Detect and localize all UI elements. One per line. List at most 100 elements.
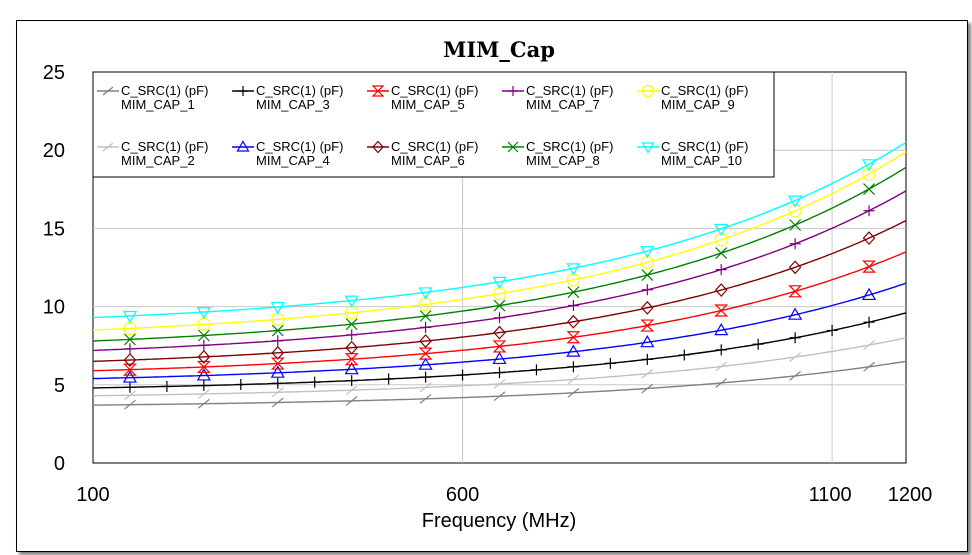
marker — [566, 344, 581, 357]
marker — [714, 322, 729, 336]
marker — [826, 324, 838, 336]
x-tick-label: 600 — [446, 484, 479, 506]
marker — [789, 370, 802, 381]
series-mim_cap_6 — [92, 219, 907, 367]
marker — [309, 376, 321, 388]
legend-item-mim_cap_9: C_SRC(1) (pF)MIM_CAP_9 — [637, 83, 748, 112]
marker — [715, 264, 727, 276]
marker — [752, 338, 764, 350]
series-mim_cap_4 — [93, 282, 907, 383]
x-tick-label: 100 — [76, 484, 109, 506]
marker — [235, 379, 247, 391]
legend-label-line2: MIM_CAP_2 — [121, 153, 195, 168]
marker — [345, 385, 358, 396]
legend: C_SRC(1) (pF)MIM_CAP_1C_SRC(1) (pF)MIM_C… — [92, 71, 775, 178]
legend-label-line2: MIM_CAP_5 — [391, 97, 465, 112]
y-tick-label: 25 — [43, 62, 65, 84]
marker — [788, 285, 803, 298]
marker — [344, 362, 359, 375]
y-tick-label: 10 — [43, 297, 65, 319]
series-lines — [92, 141, 907, 410]
chart-title: MIM_Cap — [443, 37, 555, 62]
x-tick-label: 1100 — [809, 484, 852, 506]
marker — [788, 307, 803, 320]
marker — [715, 247, 728, 260]
series-mim_cap_1 — [93, 360, 907, 410]
legend-label-line2: MIM_CAP_6 — [391, 153, 465, 168]
marker — [419, 393, 432, 404]
marker — [567, 374, 580, 385]
series-mim_cap_7 — [92, 190, 907, 355]
legend-box — [92, 71, 775, 178]
marker — [102, 142, 114, 152]
marker — [861, 159, 877, 172]
marker — [345, 396, 358, 406]
marker — [493, 325, 506, 340]
legend-label-line1: C_SRC(1) (pF) — [661, 83, 748, 98]
marker — [236, 140, 250, 152]
legend-label-line2: MIM_CAP_1 — [121, 97, 195, 112]
series-line — [93, 282, 907, 380]
marker — [567, 314, 580, 329]
legend-item-mim_cap_1: C_SRC(1) (pF)MIM_CAP_1 — [97, 83, 208, 112]
marker — [863, 205, 875, 217]
marker — [418, 347, 433, 360]
series-mim_cap_3 — [93, 312, 907, 393]
marker — [788, 195, 803, 208]
series-mim_cap_2 — [93, 337, 907, 401]
legend-label-line2: MIM_CAP_10 — [661, 153, 742, 168]
marker — [419, 310, 432, 322]
marker — [566, 331, 581, 344]
marker — [198, 339, 210, 351]
legend-item-mim_cap_8: C_SRC(1) (pF)MIM_CAP_8 — [502, 139, 613, 168]
legend-item-mim_cap_2: C_SRC(1) (pF)MIM_CAP_2 — [97, 139, 208, 168]
legend-label-line1: C_SRC(1) (pF) — [256, 139, 343, 154]
legend-item-mim_cap_3: C_SRC(1) (pF)MIM_CAP_3 — [232, 83, 343, 112]
x-tick-label: 1200 — [888, 484, 933, 506]
marker — [345, 340, 358, 355]
legend-label-line2: MIM_CAP_9 — [661, 97, 735, 112]
marker — [641, 269, 654, 281]
legend-label-line2: MIM_CAP_3 — [256, 97, 330, 112]
marker — [494, 312, 505, 324]
marker — [493, 299, 506, 312]
marker — [862, 167, 876, 181]
series-mim_cap_10 — [92, 141, 907, 324]
series-line — [92, 151, 907, 331]
x-axis-label: Frequency (MHz) — [422, 510, 576, 532]
marker — [640, 319, 655, 332]
legend-label-line1: C_SRC(1) (pF) — [121, 83, 208, 98]
marker — [196, 368, 211, 381]
marker — [270, 301, 285, 315]
marker — [344, 353, 359, 366]
marker — [640, 335, 655, 348]
marker — [344, 295, 359, 308]
marker — [270, 357, 285, 370]
marker — [102, 86, 114, 96]
marker — [345, 318, 358, 331]
marker — [641, 383, 654, 394]
chart-svg: MIM_Cap 100 600 1100 1200 0 5 10 15 20 25 Freque… — [43, 37, 933, 532]
marker — [238, 86, 248, 96]
legend-label-line2: MIM_CAP_7 — [526, 97, 600, 112]
marker — [508, 86, 518, 96]
marker — [788, 204, 802, 218]
marker — [641, 284, 653, 296]
marker — [420, 321, 432, 333]
marker — [640, 245, 655, 259]
marker — [604, 357, 616, 369]
marker — [863, 361, 875, 372]
marker — [271, 397, 284, 408]
marker — [124, 343, 136, 355]
y-tick-labels: 0 5 10 15 20 25 — [43, 62, 65, 475]
marker — [419, 334, 432, 349]
marker — [372, 140, 384, 154]
marker — [371, 85, 385, 97]
marker — [493, 391, 506, 402]
marker — [270, 365, 285, 378]
marker — [124, 333, 136, 346]
marker — [789, 238, 801, 250]
marker — [197, 398, 210, 409]
legend-label-line1: C_SRC(1) (pF) — [661, 139, 748, 154]
marker — [641, 84, 655, 98]
